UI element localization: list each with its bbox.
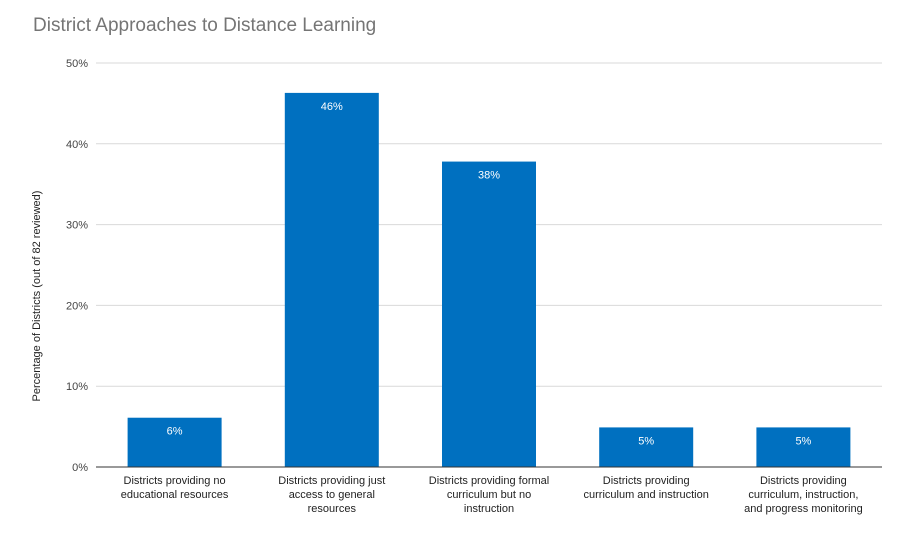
y-tick-label: 0%: [72, 462, 88, 474]
data-label: 38%: [478, 170, 500, 182]
category-label: Districts providing formal: [429, 475, 549, 487]
axes: 0% 10% 20% 30% 40% 50%: [66, 58, 882, 474]
y-tick-label: 40%: [66, 139, 88, 151]
category-label: curriculum but no: [447, 489, 531, 501]
y-tick-label: 50%: [66, 58, 88, 70]
data-label: 5%: [795, 435, 811, 447]
chart-title: District Approaches to Distance Learning: [33, 15, 377, 36]
category-label: Districts providing: [603, 475, 690, 487]
category-label: and progress monitoring: [744, 503, 863, 515]
bars: [127, 92, 851, 468]
bar: [127, 417, 222, 467]
bar: [599, 427, 694, 467]
category-label: Districts providing: [760, 475, 847, 487]
y-tick-label: 10%: [66, 381, 88, 393]
y-tick-label: 30%: [66, 220, 88, 232]
category-label: curriculum and instruction: [584, 489, 709, 501]
category-label: resources: [308, 503, 357, 515]
y-axis-title: Percentage of Districts (out of 82 revie…: [31, 191, 43, 402]
data-label: 6%: [167, 426, 183, 438]
y-tick-label: 20%: [66, 300, 88, 312]
category-label: educational resources: [121, 489, 229, 501]
bar: [442, 161, 536, 468]
category-label: access to general: [289, 489, 375, 501]
category-label: Districts providing just: [278, 475, 385, 487]
data-label: 46%: [321, 101, 343, 113]
category-label: instruction: [464, 503, 514, 515]
bar: [756, 427, 851, 467]
labels: 6% Districts providing no educational reso…: [121, 101, 863, 515]
category-label: Districts providing no: [124, 475, 226, 487]
data-label: 5%: [638, 435, 654, 447]
category-label: curriculum, instruction,: [748, 489, 858, 501]
bar: [284, 92, 379, 468]
